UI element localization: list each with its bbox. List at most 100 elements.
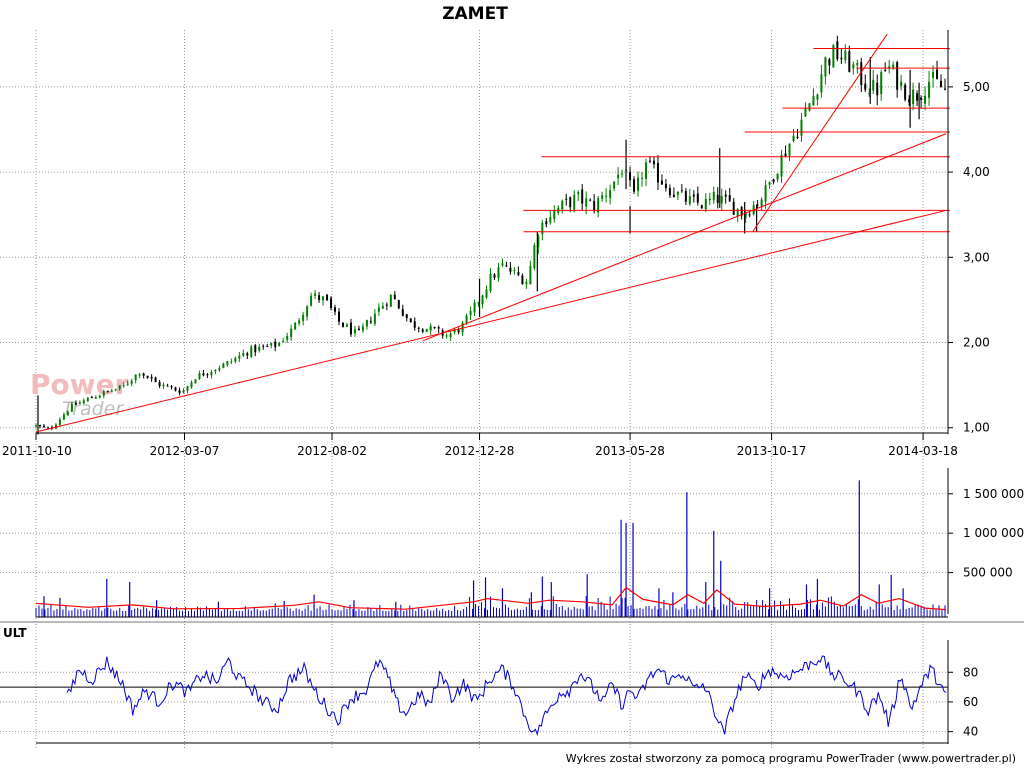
- candle-body: [748, 214, 751, 216]
- candle-body: [473, 302, 476, 313]
- candle-body: [401, 309, 404, 316]
- y-tick-label: 500 000: [963, 566, 1013, 580]
- candle-body: [357, 328, 360, 331]
- candle-body: [266, 346, 269, 348]
- candle-body: [461, 322, 464, 333]
- candle-body: [453, 329, 456, 333]
- trend-line: [422, 133, 947, 342]
- candle-body: [62, 414, 65, 420]
- candle-body: [421, 329, 424, 332]
- candle-body: [246, 353, 249, 356]
- candle-body: [796, 136, 799, 138]
- candle-body: [764, 185, 767, 202]
- candle-body: [477, 302, 480, 304]
- candle-body: [828, 59, 831, 66]
- candle-body: [166, 385, 169, 387]
- candle-body: [489, 273, 492, 291]
- x-tick-label: 2012-08-02: [297, 444, 367, 458]
- candle-body: [274, 341, 277, 348]
- candle-body: [589, 199, 592, 201]
- candle-body: [118, 385, 121, 389]
- candle-body: [413, 321, 416, 328]
- candle-body: [369, 321, 372, 323]
- candle-body: [656, 163, 659, 183]
- candle-body: [218, 368, 221, 371]
- candle-body: [760, 199, 763, 207]
- candle-body: [74, 402, 77, 405]
- candle-body: [501, 263, 504, 266]
- volume-average-line: [35, 586, 947, 611]
- candle-body: [732, 201, 735, 215]
- candle-body: [832, 44, 835, 68]
- candle-body: [170, 386, 173, 388]
- candle-body: [178, 390, 181, 394]
- candle-body: [222, 363, 225, 368]
- y-tick-label: 3,00: [963, 250, 990, 264]
- candle-body: [322, 296, 325, 301]
- support-resistance-lines: [35, 33, 950, 433]
- candle-body: [629, 172, 632, 181]
- y-tick-label: 5,00: [963, 80, 990, 94]
- candle-body: [932, 71, 935, 78]
- candle-body: [597, 198, 600, 213]
- candle-body: [708, 198, 711, 201]
- candle-body: [836, 41, 839, 60]
- candle-body: [617, 174, 620, 179]
- candle-body: [70, 403, 73, 412]
- candle-body: [345, 324, 348, 327]
- candle-body: [792, 135, 795, 142]
- candle-body: [389, 295, 392, 307]
- candle-body: [194, 379, 197, 384]
- candle-body: [290, 328, 293, 338]
- candle-body: [270, 342, 273, 346]
- candle-body: [772, 179, 775, 183]
- axes: [0, 30, 1024, 744]
- y-tick-label: 4,00: [963, 165, 990, 179]
- candle-body: [565, 198, 568, 200]
- candle-body: [513, 269, 516, 271]
- candle-body: [804, 107, 807, 117]
- candlestick-series: [35, 35, 947, 435]
- candle-body: [569, 197, 572, 208]
- candle-body: [433, 326, 436, 329]
- candle-body: [864, 83, 867, 90]
- candle-body: [349, 322, 352, 335]
- candle-body: [696, 193, 699, 203]
- candle-body: [720, 195, 723, 204]
- candle-body: [784, 153, 787, 157]
- candle-body: [465, 315, 468, 323]
- candle-body: [110, 390, 113, 392]
- candle-body: [672, 194, 675, 198]
- candle-body: [134, 374, 137, 381]
- volume-series: [35, 480, 947, 617]
- candle-body: [644, 162, 647, 179]
- x-tick-label: 2012-12-28: [445, 444, 515, 458]
- candle-body: [744, 212, 747, 218]
- candle-body: [904, 84, 907, 100]
- candle-body: [716, 194, 719, 203]
- candle-body: [601, 195, 604, 199]
- candle-body: [553, 209, 556, 220]
- ult-series: [0, 655, 948, 737]
- candle-body: [66, 411, 69, 415]
- candle-body: [58, 419, 61, 425]
- candle-body: [521, 275, 524, 285]
- candle-body: [481, 295, 484, 305]
- candle-body: [330, 298, 333, 309]
- candle-body: [417, 327, 420, 329]
- candle-body: [896, 62, 899, 90]
- candle-body: [35, 425, 37, 427]
- candle-body: [210, 371, 213, 376]
- candle-body: [146, 375, 149, 378]
- candle-body: [142, 373, 145, 376]
- candle-body: [318, 295, 321, 301]
- candle-body: [577, 192, 580, 195]
- candle-body: [42, 425, 45, 428]
- candle-body: [840, 57, 843, 60]
- candle-body: [302, 314, 305, 322]
- candle-body: [844, 50, 847, 61]
- candle-body: [174, 387, 177, 391]
- candle-body: [912, 89, 915, 105]
- candle-body: [425, 329, 428, 332]
- candle-body: [676, 191, 679, 195]
